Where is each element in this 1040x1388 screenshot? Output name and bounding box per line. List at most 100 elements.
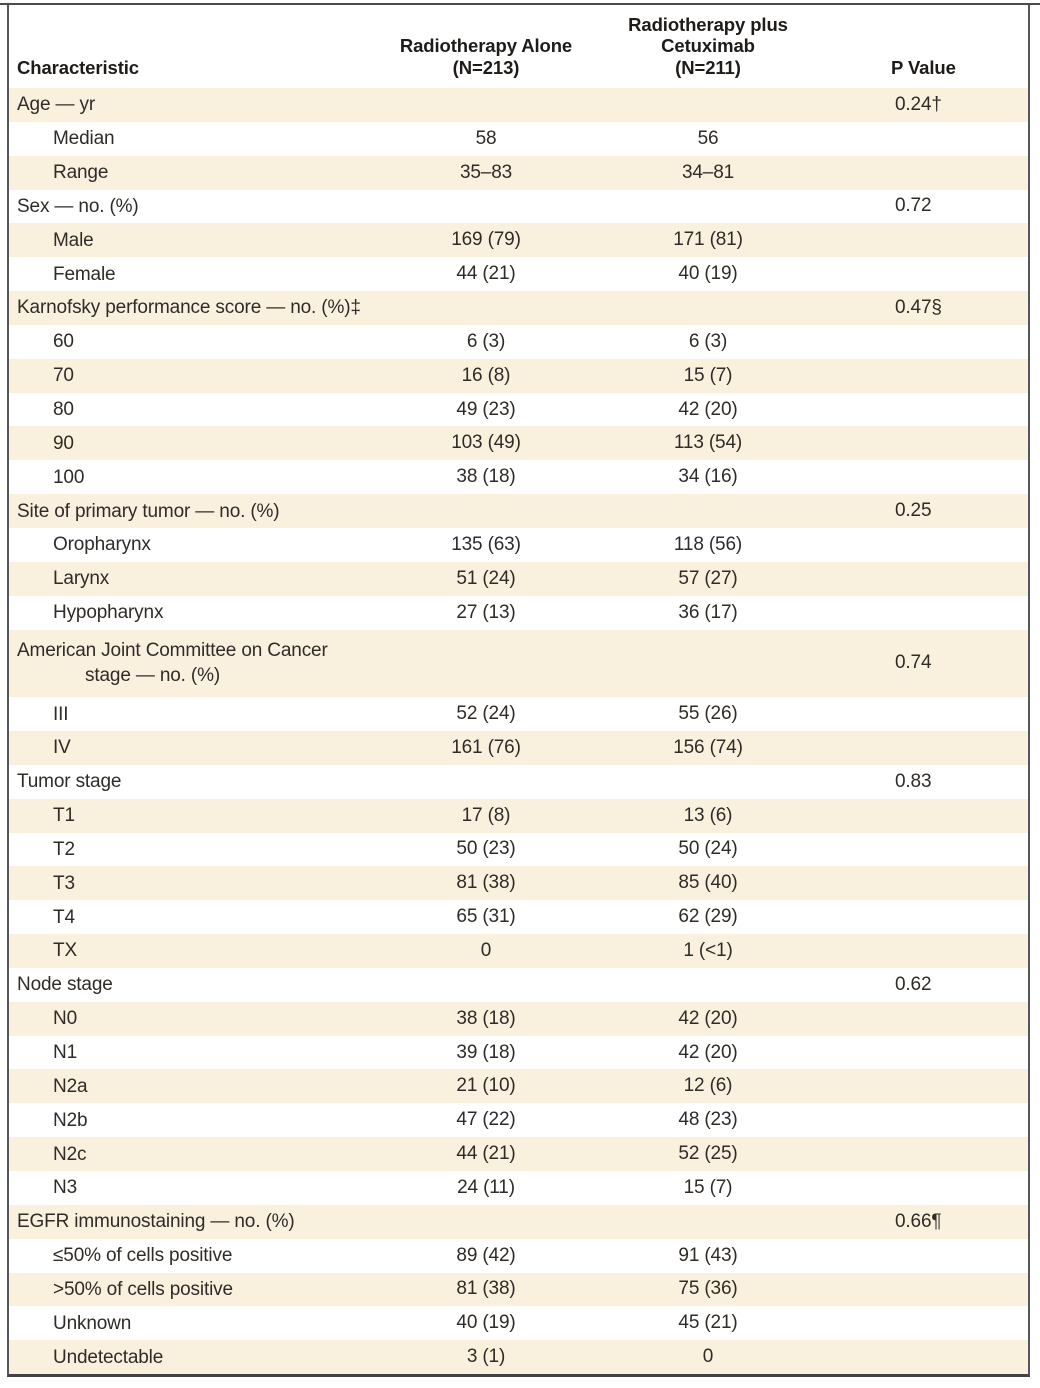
characteristic-cell: T4 (9, 905, 359, 930)
table-row: N3 24 (11) 15 (7) (9, 1171, 1028, 1205)
characteristic-label: Larynx (53, 568, 110, 590)
characteristic-cell: III (9, 702, 359, 727)
characteristic-label: Sex — no. (%) (17, 195, 139, 217)
rt-cetuximab-cell: 85 (40) (678, 872, 738, 894)
rt-cetuximab-cell: 6 (3) (688, 330, 728, 352)
header-group2-n: (N=211) (675, 57, 741, 79)
rt-alone-cell: 16 (8) (461, 364, 511, 386)
rt-cetuximab-cell: 156 (74) (673, 736, 743, 758)
rt-cetuximab-cell: 36 (17) (678, 601, 738, 623)
rt-alone-cell: 81 (38) (456, 1278, 516, 1300)
characteristic-cell: 60 (9, 329, 359, 354)
rt-alone-cell: 40 (19) (456, 1312, 516, 1334)
rt-alone-cell: 81 (38) (456, 872, 516, 894)
rt-cetuximab-cell: 34–81 (681, 161, 735, 183)
table-row: Karnofsky performance score — no. (%)‡ 0… (9, 291, 1028, 325)
characteristic-cell: N2b (9, 1108, 359, 1133)
table-row: Oropharynx 135 (63) 118 (56) (9, 528, 1028, 562)
table-row: 90 103 (49) 113 (54) (9, 426, 1028, 461)
characteristic-label: Female (53, 263, 116, 285)
characteristic-label: Range (53, 162, 109, 184)
characteristic-label: EGFR immunostaining — no. (%) (17, 1211, 295, 1233)
characteristic-cell: N2c (9, 1142, 359, 1167)
characteristic-label: >50% of cells positive (53, 1278, 233, 1300)
characteristic-label: T4 (53, 906, 75, 928)
header-group2-line2: Cetuximab (661, 35, 755, 57)
p-value-cell: 0.74 (895, 652, 932, 674)
characteristic-label: T3 (53, 872, 75, 894)
rt-cetuximab-cell: 12 (6) (683, 1075, 733, 1097)
characteristic-cell: Node stage (9, 972, 359, 997)
characteristic-label: 100 (53, 466, 85, 488)
characteristic-cell: Sex — no. (%) (9, 194, 359, 219)
rt-alone-cell: 52 (24) (456, 703, 516, 725)
characteristic-label: N1 (53, 1042, 77, 1063)
table-top-rule (0, 3, 1040, 5)
rt-cetuximab-cell: 15 (7) (683, 1176, 733, 1198)
table-row: T2 50 (23) 50 (24) (9, 833, 1028, 867)
rt-cetuximab-cell: 15 (7) (683, 364, 733, 386)
table-row: Tumor stage 0.83 (9, 765, 1028, 799)
rt-alone-cell: 58 (475, 127, 497, 149)
characteristic-cell: N0 (9, 1006, 359, 1031)
table-row: Node stage 0.62 (9, 968, 1028, 1002)
characteristic-cell: Unknown (9, 1311, 359, 1336)
header-radiotherapy-cetuximab: Radiotherapy plus Cetuximab (N=211) (613, 14, 803, 79)
header-characteristic: Characteristic (9, 57, 359, 79)
rt-alone-cell: 103 (49) (451, 432, 521, 454)
rt-cetuximab-cell: 52 (25) (678, 1143, 738, 1165)
header-radiotherapy-alone: Radiotherapy Alone (N=213) (359, 35, 613, 79)
rt-cetuximab-cell: 13 (6) (683, 804, 733, 826)
rt-alone-cell: 89 (42) (456, 1244, 516, 1266)
table-row: Sex — no. (%) 0.72 (9, 190, 1028, 224)
characteristic-label: ≤50% of cells positive (53, 1245, 233, 1267)
rt-alone-cell: 169 (79) (451, 229, 521, 251)
characteristic-label: N2b (53, 1109, 88, 1131)
rt-alone-cell: 44 (21) (456, 263, 516, 285)
characteristic-cell: Tumor stage (9, 769, 359, 794)
characteristic-cell: IV (9, 735, 359, 760)
rt-alone-cell: 24 (11) (457, 1176, 515, 1198)
characteristic-label: Karnofsky performance score — no. (%)‡ (17, 297, 361, 319)
characteristic-cell: T2 (9, 837, 359, 862)
characteristic-cell: Karnofsky performance score — no. (%)‡ (9, 295, 361, 320)
rt-alone-cell: 44 (21) (456, 1143, 516, 1165)
rt-alone-cell: 50 (23) (456, 838, 516, 860)
characteristic-label: Oropharynx (53, 534, 151, 556)
rt-alone-cell: 39 (18) (456, 1041, 516, 1063)
table-row: Site of primary tumor — no. (%) 0.25 (9, 494, 1028, 528)
characteristic-cell: 70 (9, 363, 359, 388)
characteristic-label: Unknown (53, 1312, 132, 1334)
table-row: T3 81 (38) 85 (40) (9, 866, 1028, 901)
table-row: Range 35–83 34–81 (9, 155, 1028, 190)
characteristic-label: N3 (53, 1177, 77, 1199)
characteristic-cell: Male (9, 228, 359, 253)
table-row: 80 49 (23) 42 (20) (9, 393, 1028, 427)
characteristic-label: 60 (53, 331, 74, 353)
rt-alone-cell: 6 (3) (466, 330, 506, 352)
table-row: IV 161 (76) 156 (74) (9, 731, 1028, 765)
rt-cetuximab-cell: 55 (26) (678, 703, 738, 725)
header-characteristic-label: Characteristic (17, 57, 139, 79)
p-value-cell: 0.83 (895, 770, 932, 792)
header-p-value-label: P Value (891, 57, 956, 79)
table-row: TX 0 1 (<1) (9, 934, 1028, 968)
p-value-cell: 0.25 (895, 500, 932, 522)
p-value-cell: 0.66¶ (895, 1210, 942, 1232)
rt-alone-cell: 47 (22) (456, 1109, 516, 1131)
table-row: 70 16 (8) 15 (7) (9, 358, 1028, 393)
characteristic-cell: N3 (9, 1175, 359, 1200)
table-row: Undetectable 3 (1) 0 (9, 1340, 1028, 1374)
p-value-cell: 0.62 (895, 973, 932, 995)
characteristic-label: III (53, 703, 69, 725)
table-row: T1 17 (8) 13 (6) (9, 798, 1028, 833)
rt-alone-cell: 27 (13) (456, 601, 516, 623)
characteristic-cell: TX (9, 938, 359, 963)
characteristic-label: Tumor stage (17, 771, 122, 793)
rt-alone-cell: 135 (63) (451, 533, 521, 555)
rt-alone-cell: 49 (23) (456, 398, 516, 420)
characteristic-cell: Median (9, 126, 359, 151)
characteristic-label-line2: stage — no. (%) (85, 665, 221, 687)
characteristic-cell: >50% of cells positive (9, 1277, 359, 1302)
rt-cetuximab-cell: 118 (56) (673, 533, 743, 555)
